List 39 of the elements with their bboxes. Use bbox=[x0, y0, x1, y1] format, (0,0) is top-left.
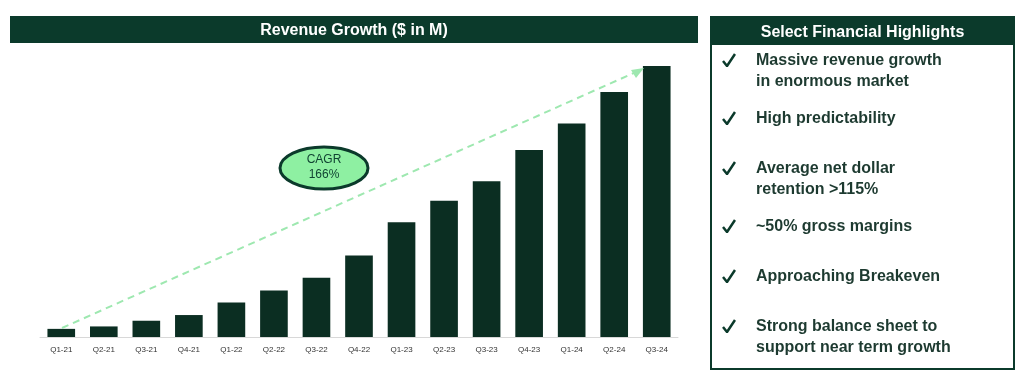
x-tick-label: Q4-22 bbox=[347, 344, 371, 354]
x-tick-label: Q4-21 bbox=[177, 344, 201, 354]
text: Select Financial Highlights bbox=[712, 18, 1013, 45]
text: Massive revenue growth in enormous market bbox=[756, 50, 942, 91]
bar bbox=[47, 328, 76, 337]
bar bbox=[217, 302, 246, 337]
x-tick-label: Q2-23 bbox=[432, 344, 456, 354]
bar bbox=[387, 222, 416, 337]
bar bbox=[472, 181, 501, 337]
text: ~50% gross margins bbox=[756, 216, 913, 236]
x-tick-label: Q2-22 bbox=[262, 344, 286, 354]
x-tick-label: Q3-22 bbox=[305, 344, 329, 354]
bar bbox=[430, 200, 458, 337]
x-tick-label: Q1-23 bbox=[390, 344, 414, 354]
bar bbox=[557, 123, 586, 337]
bar bbox=[175, 315, 203, 337]
x-tick-label: Q3-23 bbox=[475, 344, 499, 354]
bar bbox=[345, 255, 373, 337]
x-tick-label: Q1-21 bbox=[50, 344, 73, 354]
x-tick-label: Q2-21 bbox=[92, 344, 116, 354]
x-tick-label: Q4-23 bbox=[518, 344, 541, 354]
text: High predictability bbox=[756, 108, 896, 128]
x-tick-label: Q1-22 bbox=[220, 344, 244, 354]
text: Average net dollar retention >115% bbox=[756, 158, 896, 199]
text: Strong balance sheet to support near term growth bbox=[756, 316, 951, 357]
x-tick-label: Q3-21 bbox=[135, 344, 158, 354]
x-tick-label: Q3-24 bbox=[645, 344, 669, 354]
bar bbox=[132, 320, 161, 337]
bar bbox=[260, 290, 288, 337]
text: Approaching Breakeven bbox=[756, 266, 941, 286]
bar bbox=[600, 92, 629, 337]
x-tick-label: Q2-24 bbox=[603, 344, 626, 354]
bar bbox=[642, 66, 671, 337]
annotation: CAGR 166% bbox=[305, 152, 343, 182]
bar bbox=[515, 150, 543, 337]
x-tick-label: Q1-24 bbox=[560, 344, 584, 354]
bar bbox=[89, 326, 118, 337]
chart-title: Revenue Growth ($ in M) bbox=[10, 16, 698, 43]
bar bbox=[302, 277, 331, 337]
